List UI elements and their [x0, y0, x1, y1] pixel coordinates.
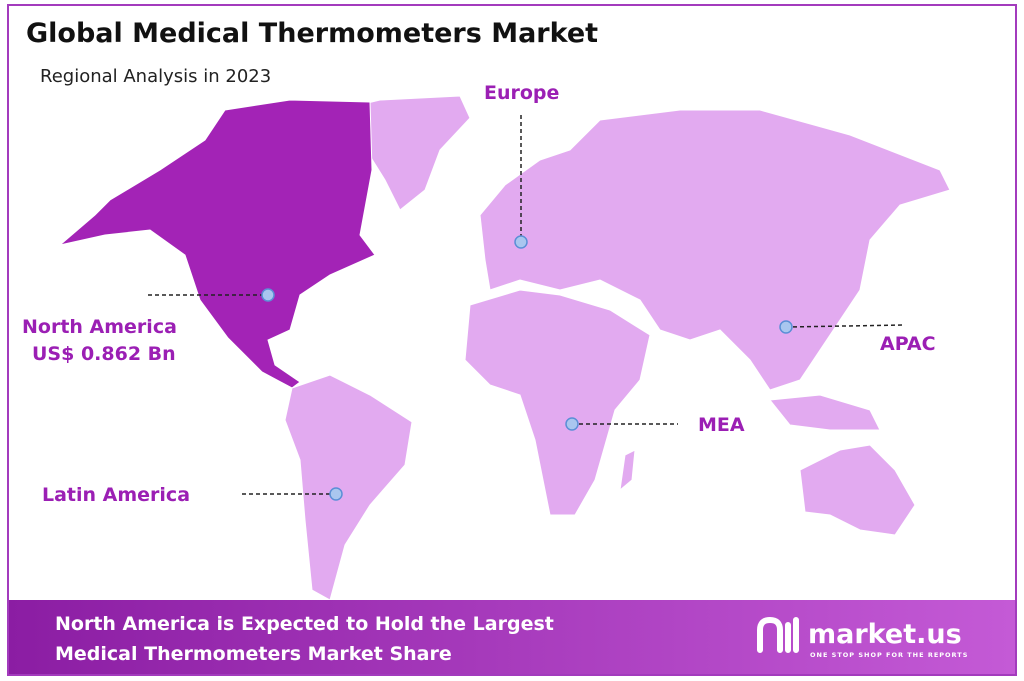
tagline: ONE STOP SHOP FOR THE REPORTS — [810, 651, 968, 659]
brand: market.us — [808, 619, 962, 650]
logo: market.us ONE STOP SHOP FOR THE REPORTS — [757, 616, 968, 659]
title: Global Medical Thermometers Market — [26, 18, 598, 49]
southeast-asia — [769, 394, 881, 431]
marker — [565, 417, 579, 431]
footer-line: North America is Expected to Hold the La… — [55, 613, 554, 635]
region-label: MEA — [698, 414, 745, 436]
region-label: North America — [22, 316, 177, 338]
marker — [261, 288, 275, 302]
logo-icon — [757, 616, 799, 653]
footer-line: Medical Thermometers Market Share — [55, 643, 452, 665]
marker — [329, 487, 343, 501]
map — [59, 95, 951, 601]
madagascar — [619, 449, 636, 492]
marker — [514, 235, 528, 249]
africa — [464, 289, 651, 516]
region-value: US$ 0.862 Bn — [32, 343, 176, 365]
region-label: Europe — [484, 82, 559, 104]
eurasia — [479, 109, 951, 391]
region-label: Latin America — [42, 484, 190, 506]
north-america — [59, 99, 376, 389]
region-label: APAC — [880, 333, 936, 355]
callouts: North America US$ 0.862 Bn Europe APAC M… — [22, 82, 936, 506]
south-america — [284, 374, 413, 601]
subtitle: Regional Analysis in 2023 — [40, 66, 271, 87]
australia — [799, 444, 916, 536]
marker — [779, 320, 793, 334]
leader — [785, 324, 906, 328]
footer-band — [9, 600, 1015, 674]
